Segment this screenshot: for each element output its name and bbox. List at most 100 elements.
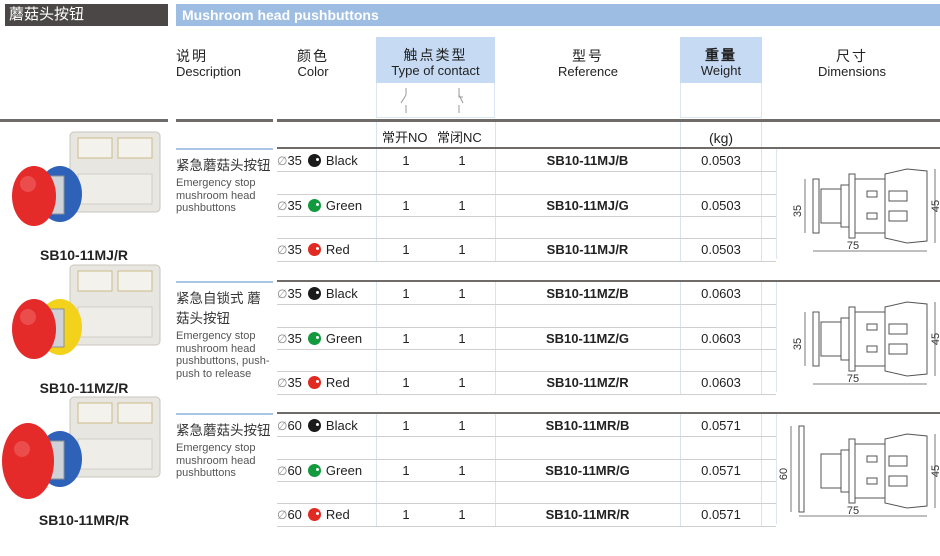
divider (176, 119, 273, 122)
dimension-drawing-svg: 35 45 75 (792, 168, 940, 252)
row-divider (277, 525, 776, 527)
group-description: 紧急蘑菇头按钮 Emergency stop mushroom head pus… (176, 419, 273, 480)
section-title-en: Mushroom head pushbuttons (176, 4, 940, 26)
diameter-symbol: ∅ (277, 376, 288, 391)
group-divider (277, 412, 940, 414)
row-divider (277, 393, 776, 395)
color-swatch-icon (307, 198, 321, 212)
description-cn: 紧急蘑菇头按钮 (176, 158, 271, 173)
dimension-length: 75 (847, 373, 859, 385)
col-dimensions-cn: 尺寸 (836, 48, 868, 64)
column-divider (376, 149, 377, 261)
contact-nc: 1 (458, 462, 466, 478)
color-cell: ∅35 Green (277, 331, 362, 347)
contact-no: 1 (402, 197, 410, 213)
table-row: ∅35 Green 1 1 SB10-11MZ/G 0.0603 (277, 331, 776, 347)
contact-no: 1 (402, 153, 410, 168)
diameter: 60 (287, 418, 302, 433)
divider (0, 119, 168, 122)
diameter: 60 (287, 462, 302, 478)
description-en: Emergency stop mushroom head pushbuttons… (176, 330, 270, 380)
reference: SB10-11MR/G (545, 462, 630, 478)
weight: 0.0503 (701, 153, 741, 168)
diameter-symbol: ∅ (277, 331, 288, 346)
contact-no-label: 常开NO (382, 130, 428, 145)
color-swatch-icon (307, 463, 321, 477)
reference: SB10-11MZ/B (546, 286, 629, 301)
contact-no: 1 (402, 330, 410, 346)
col-contact-cn: 触点类型 (403, 47, 468, 63)
col-color-cn: 颜色 (297, 48, 329, 64)
table-row: ∅35 Black 1 1 SB10-11MZ/B 0.0603 (277, 286, 776, 302)
column-divider (495, 149, 496, 261)
color-name: Black (325, 286, 358, 301)
column-divider (680, 414, 681, 526)
contact-nc: 1 (458, 330, 466, 346)
color-name: Black (325, 418, 358, 433)
dimension-height: 45 (930, 333, 940, 345)
contact-nc: 1 (458, 153, 466, 168)
divider (277, 119, 940, 122)
divider (376, 122, 377, 149)
color-cell: ∅60 Black (277, 418, 358, 434)
column-divider (680, 282, 681, 394)
weight: 0.0603 (701, 286, 741, 301)
col-color-en: Color (297, 64, 329, 79)
diameter: 35 (287, 286, 302, 301)
group-divider (277, 280, 940, 282)
color-name: Green (325, 462, 363, 478)
weight: 0.0503 (701, 197, 741, 213)
description-en: Emergency stop mushroom head pushbuttons (176, 442, 256, 479)
row-divider (277, 436, 776, 438)
normally-open-symbol (400, 88, 407, 113)
color-cell: ∅35 Green (277, 198, 362, 214)
product-model-label: SB10-11MJ/R (40, 247, 128, 263)
row-divider (277, 260, 776, 262)
contact-nc: 1 (458, 507, 466, 523)
contact-nc-label: 常闭NC (437, 130, 482, 145)
col-contact: 触点类型 Type of contact (376, 37, 495, 83)
reference: SB10-11MZ/R (546, 375, 629, 391)
col-dimensions-en: Dimensions (818, 64, 886, 79)
contact-symbol-icons (400, 88, 464, 113)
description-cn: 紧急自锁式 蘑菇头按钮 (176, 291, 261, 326)
col-description-en: Description (176, 64, 242, 79)
dimension-length: 75 (847, 505, 859, 517)
group-description: 紧急自锁式 蘑菇头按钮 Emergency stop mushroom head… (176, 287, 273, 380)
color-cell: ∅60 Green (277, 463, 362, 479)
color-swatch-icon (307, 287, 321, 300)
dimension-height: 45 (930, 465, 940, 477)
column-divider (761, 282, 762, 394)
col-contact-en: Type of contact (391, 63, 480, 78)
col-dimensions: 尺寸 Dimensions (800, 48, 904, 80)
diameter-symbol: ∅ (277, 463, 288, 478)
description-en: Emergency stop mushroom head pushbuttons (176, 177, 256, 214)
color-name: Black (325, 153, 358, 168)
contact-nc: 1 (458, 375, 466, 391)
reference: SB10-11MJ/G (546, 197, 629, 213)
diameter-symbol: ∅ (277, 508, 288, 523)
weight: 0.0603 (701, 375, 741, 391)
color-swatch-icon (307, 243, 321, 257)
column-divider (761, 149, 762, 261)
color-swatch-icon (307, 419, 321, 432)
contact-nc: 1 (458, 286, 466, 301)
color-cell: ∅35 Black (277, 153, 358, 169)
dimension-drawing: 35 45 75 (776, 282, 940, 392)
dimension-head: 35 (792, 205, 804, 217)
diameter-symbol: ∅ (277, 243, 288, 258)
table-row: ∅35 Red 1 1 SB10-11MZ/R 0.0603 (277, 375, 776, 391)
product-image (0, 124, 168, 249)
contact-no: 1 (402, 375, 410, 391)
diameter: 60 (287, 507, 302, 523)
diameter: 35 (287, 153, 302, 168)
section-title-cn: 蘑菇头按钮 (5, 4, 168, 26)
contact-no: 1 (402, 286, 410, 301)
column-divider (495, 414, 496, 526)
weight: 0.0603 (701, 330, 741, 346)
table-row: ∅35 Black 1 1 SB10-11MJ/B 0.0503 (277, 153, 776, 169)
group-description: 紧急蘑菇头按钮 Emergency stop mushroom head pus… (176, 154, 273, 215)
product-image (0, 257, 168, 382)
col-weight-cn: 重量 (705, 47, 737, 63)
